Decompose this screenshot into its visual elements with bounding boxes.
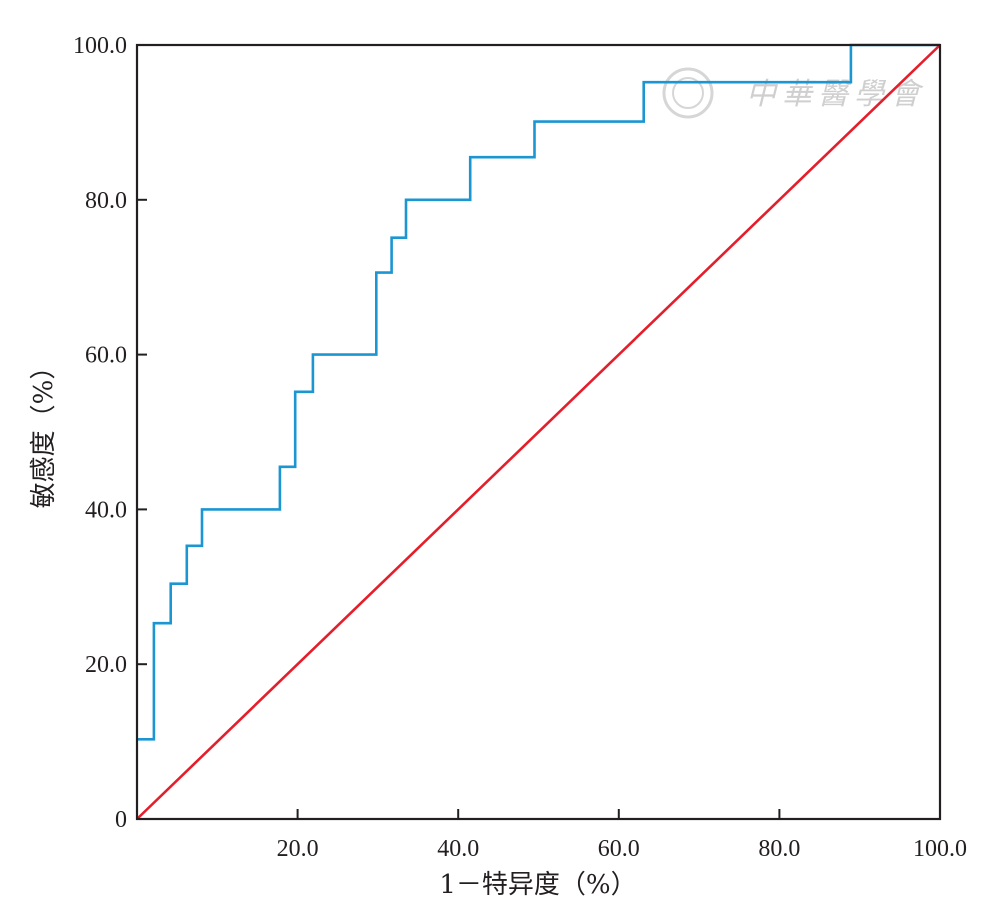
plot-area	[136, 43, 941, 820]
x-tick-label: 80.0	[758, 836, 800, 862]
x-axis-label: 1－特异度（%）	[439, 870, 636, 900]
y-tick-label: 100.0	[73, 33, 127, 59]
x-tick-label: 20.0	[277, 836, 319, 862]
series-line-1	[137, 43, 940, 741]
watermark-logo: 中華醫學會	[662, 67, 920, 119]
plot-frame	[135, 43, 942, 821]
y-tick-label: 80.0	[85, 188, 127, 214]
x-tick-label: 100.0	[913, 836, 967, 862]
watermark-seal-inner	[672, 77, 704, 109]
y-tick-label: 60.0	[85, 343, 127, 369]
watermark-seal-icon	[662, 67, 714, 119]
x-tick-label: 60.0	[598, 836, 640, 862]
y-tick-label: 0	[115, 807, 127, 833]
x-tick-label: 40.0	[437, 836, 479, 862]
series-line-2	[136, 44, 941, 820]
y-tick-label: 40.0	[85, 497, 127, 523]
axes: 20.0 40.0 60.0 80.0 100.0 0 20.0 40.0 60.0 80.0 10…	[73, 33, 967, 862]
y-tick-label: 20.0	[85, 652, 127, 678]
y-axis-label: 敏感度（%）	[29, 354, 59, 509]
